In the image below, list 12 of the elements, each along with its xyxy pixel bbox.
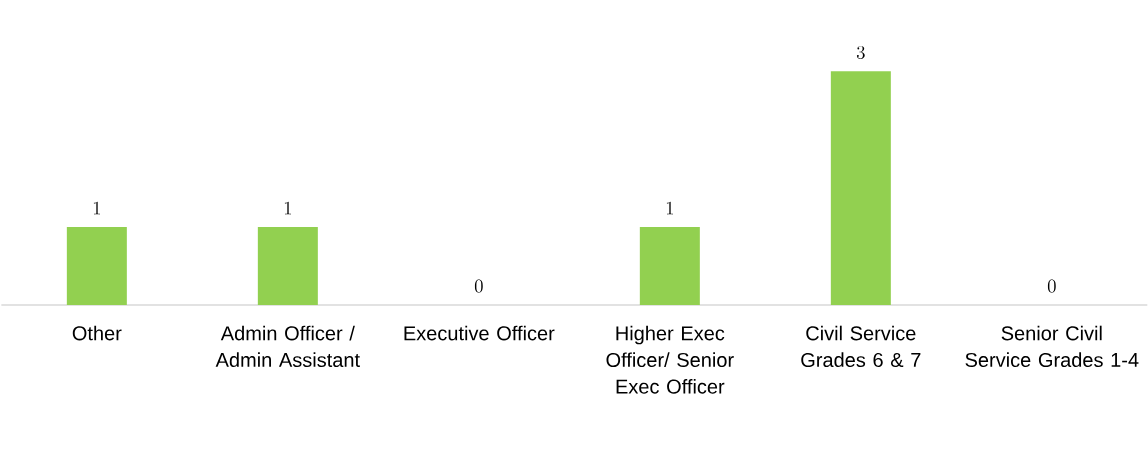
data-label: 1 [284, 201, 292, 215]
data-label: 3 [856, 45, 865, 60]
x-tick-label: Admin Officer / Admin Assistant [215, 325, 360, 368]
x-tick-label: Other [72, 325, 122, 341]
data-label: 1 [93, 201, 101, 215]
data-label: 1 [666, 201, 673, 215]
x-tick-label: Executive Officer [404, 325, 555, 341]
x-tick-label: Higher Exec Officer/ Senior Exec Officer [606, 325, 734, 394]
x-tick-label: Senior Civil Service Grades 1-4 [965, 325, 1139, 368]
data-label: 0 [474, 279, 483, 293]
data-label: 0 [1047, 279, 1056, 293]
x-tick-label: Civil Service Grades 6 & 7 [801, 325, 921, 368]
